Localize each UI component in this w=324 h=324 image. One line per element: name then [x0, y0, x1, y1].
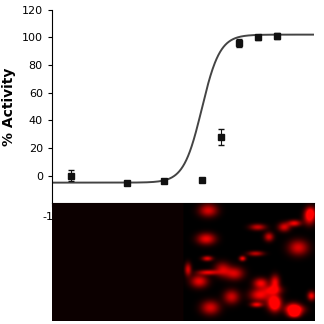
X-axis label: Log [Dopamine] M: Log [Dopamine] M [111, 226, 255, 241]
Y-axis label: % Activity: % Activity [2, 67, 16, 146]
